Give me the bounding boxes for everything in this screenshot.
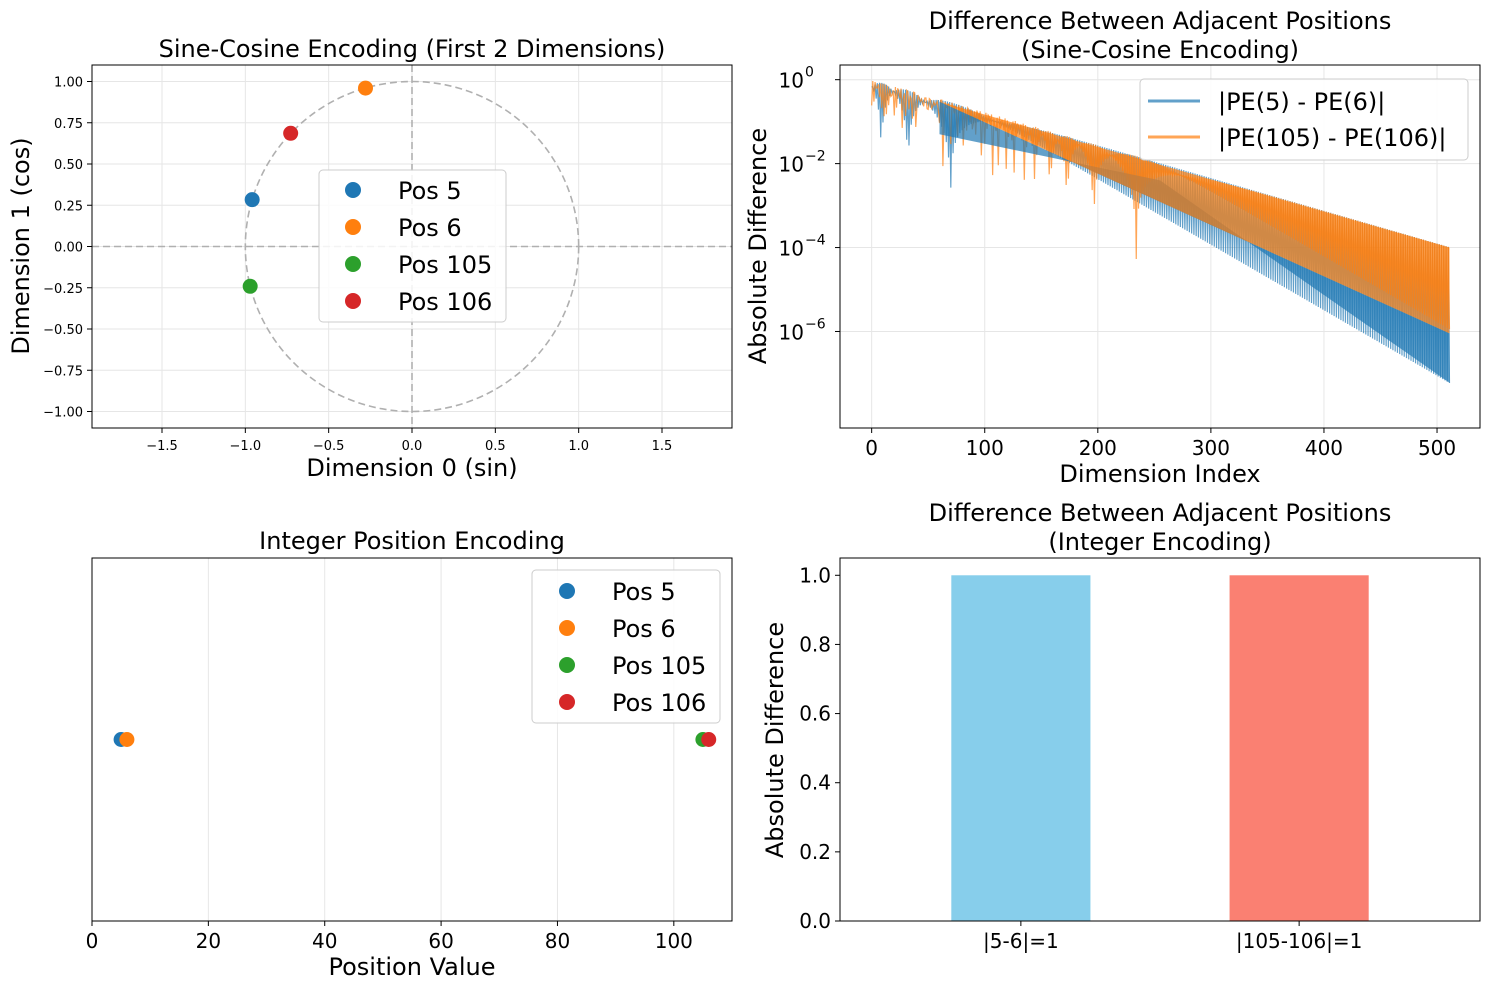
y-tick-exponent: −2 xyxy=(805,149,826,165)
legend-marker-pos6 xyxy=(345,219,361,235)
point-pos-105 xyxy=(242,278,258,294)
y-tick-label: 10 xyxy=(779,237,804,261)
legend-marker-pos105 xyxy=(345,256,361,272)
bar-1 xyxy=(1229,575,1369,921)
x-tick-label: 400 xyxy=(1305,436,1343,460)
series-pe5-6-band xyxy=(939,101,1450,383)
x-tick-label: −1.0 xyxy=(230,439,262,454)
y-tick-label: 0.8 xyxy=(799,632,831,656)
sine-cosine-difference-panel: Difference Between Adjacent Positions (S… xyxy=(744,7,1481,488)
legend-marker-pos105 xyxy=(559,657,575,673)
x-tick-label: 100 xyxy=(655,929,693,953)
x-tick-label: −1.5 xyxy=(146,439,178,454)
y-tick-label: 0.2 xyxy=(799,840,831,864)
x-tick-label: 500 xyxy=(1418,436,1456,460)
legend-marker-pos5 xyxy=(559,583,575,599)
legend-label-pos5: Pos 5 xyxy=(612,578,676,606)
x-tick-label: |105-106|=1 xyxy=(1236,929,1363,953)
p1-title: Sine-Cosine Encoding (First 2 Dimensions… xyxy=(159,35,666,63)
legend-label-pos6: Pos 6 xyxy=(612,615,676,643)
x-tick-label: 80 xyxy=(545,929,570,953)
sine-cosine-scatter-panel: Sine-Cosine Encoding (First 2 Dimensions… xyxy=(7,35,733,482)
x-tick-label: 100 xyxy=(966,436,1004,460)
y-tick-label: 1.0 xyxy=(799,563,831,587)
x-tick-label: 20 xyxy=(196,929,221,953)
x-tick-label: 0 xyxy=(86,929,99,953)
y-tick-exponent: 0 xyxy=(805,65,814,81)
x-tick-label: 40 xyxy=(312,929,337,953)
legend-label-pos105: Pos 105 xyxy=(398,251,492,279)
y-tick-label: 0.50 xyxy=(54,158,83,173)
legend-label-pos6: Pos 6 xyxy=(398,214,462,242)
p1-legend: Pos 5 Pos 6 Pos 105 Pos 106 xyxy=(318,169,507,323)
y-tick-label: 0.6 xyxy=(799,702,831,726)
y-tick-label: 0.75 xyxy=(54,117,83,132)
p2-xlabel: Dimension Index xyxy=(1059,460,1260,488)
p4-title-line1: Difference Between Adjacent Positions xyxy=(929,499,1392,527)
legend-marker-pos6 xyxy=(559,620,575,636)
y-tick-label: 0.4 xyxy=(799,771,831,795)
p2-axes-frame xyxy=(839,64,1481,429)
y-tick-label: −0.50 xyxy=(43,323,83,338)
p1-xlabel: Dimension 0 (sin) xyxy=(306,454,517,482)
p4-title-line2: (Integer Encoding) xyxy=(1048,528,1271,556)
x-tick-label: 0.5 xyxy=(485,439,506,454)
y-tick-label: 0.0 xyxy=(799,909,831,933)
p3-legend: Pos 5 Pos 6 Pos 105 Pos 106 xyxy=(531,569,721,724)
p2-legend: |PE(5) - PE(6)| |PE(105) - PE(106)| xyxy=(1139,78,1469,161)
x-tick-label: −0.5 xyxy=(313,439,345,454)
point-pos-106 xyxy=(283,125,299,141)
integer-encoding-scatter-panel: Integer Position Encoding 0 20 40 60 80 100 P… xyxy=(86,527,733,981)
legend-marker-pos106 xyxy=(559,694,575,710)
series-pe105-106-band xyxy=(939,101,1450,334)
x-tick-label: 200 xyxy=(1079,436,1117,460)
legend-label-pe5-6: |PE(5) - PE(6)| xyxy=(1218,88,1385,116)
legend-label-pos105: Pos 105 xyxy=(612,652,706,680)
y-tick-exponent: −4 xyxy=(805,233,826,249)
y-tick-label: 10 xyxy=(779,69,804,93)
point-pos-106 xyxy=(701,732,717,747)
x-tick-label: 0 xyxy=(865,436,878,460)
integer-difference-bar-panel: Difference Between Adjacent Positions (I… xyxy=(761,499,1481,953)
unit-circle xyxy=(244,80,580,413)
x-tick-label: |5-6|=1 xyxy=(983,929,1059,953)
y-tick-label: 0.00 xyxy=(54,241,83,256)
p2-ylabel: Absolute Difference xyxy=(744,128,772,364)
legend-label-pos5: Pos 5 xyxy=(398,177,462,205)
bar-0 xyxy=(951,575,1091,921)
y-tick-label: 0.25 xyxy=(54,199,83,214)
legend-label-pos106: Pos 106 xyxy=(612,689,706,717)
legend-marker-pos5 xyxy=(345,182,361,198)
y-tick-label: −1.00 xyxy=(43,406,83,421)
y-tick-exponent: −6 xyxy=(805,316,826,332)
p4-ylabel: Absolute Difference xyxy=(761,622,789,858)
point-pos-5 xyxy=(244,192,260,208)
p3-axes-frame xyxy=(91,557,733,922)
x-tick-label: 1.0 xyxy=(568,439,589,454)
p1-ylabel: Dimension 1 (cos) xyxy=(7,137,35,354)
p3-xlabel: Position Value xyxy=(329,953,496,981)
x-tick-label: 1.5 xyxy=(652,439,673,454)
y-tick-label: −0.75 xyxy=(43,364,83,379)
p2-title-line2: (Sine-Cosine Encoding) xyxy=(1021,36,1299,64)
x-tick-label: 0.0 xyxy=(402,439,423,454)
p3-title: Integer Position Encoding xyxy=(259,527,565,555)
y-tick-label: −0.25 xyxy=(43,282,83,297)
legend-label-pe105-106: |PE(105) - PE(106)| xyxy=(1218,124,1446,152)
legend-marker-pos106 xyxy=(345,293,361,309)
point-pos-6 xyxy=(119,732,135,747)
x-tick-label: 60 xyxy=(428,929,453,953)
p4-axes-frame xyxy=(839,557,1481,922)
y-tick-label: 10 xyxy=(779,153,804,177)
y-tick-label: 1.00 xyxy=(54,76,83,91)
y-tick-label: 10 xyxy=(779,320,804,344)
x-tick-label: 300 xyxy=(1192,436,1230,460)
p2-title-line1: Difference Between Adjacent Positions xyxy=(929,7,1392,35)
legend-label-pos106: Pos 106 xyxy=(398,288,492,316)
point-pos-6 xyxy=(358,80,373,96)
